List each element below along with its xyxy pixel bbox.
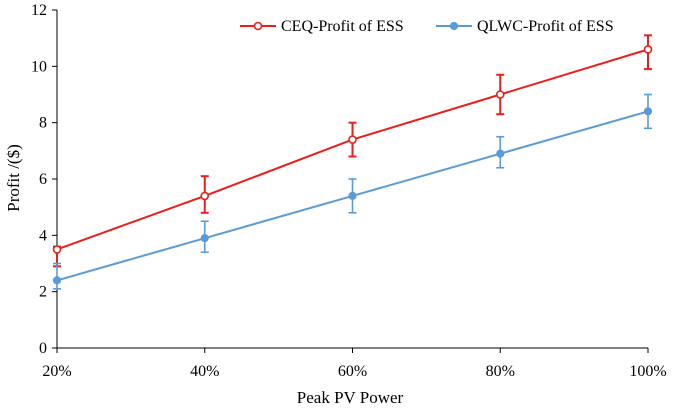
x-tick-label: 80% [486,363,515,380]
legend-label-ceq: CEQ-Profit of ESS [281,18,404,35]
legend-marker-qlwc [449,21,459,31]
data-point [52,245,62,254]
x-ticks: 20% 40% 60% 80% 100% [42,348,667,380]
data-point [495,90,505,99]
y-tick-label: 4 [39,227,47,244]
legend: CEQ-Profit of ESS QLWC-Profit of ESS [240,18,614,35]
data-point [348,191,357,200]
y-tick-label: 10 [31,58,47,75]
y-tick-label: 12 [31,2,47,19]
data-point [643,107,653,116]
y-axis-title: Profit /($) [4,144,23,212]
series-layer [52,34,653,290]
series-0 [52,34,653,268]
y-ticks: 0 2 4 6 8 10 12 [31,2,57,357]
y-tick-label: 6 [39,171,47,188]
series-1 [52,93,653,290]
y-tick-label: 0 [39,340,47,357]
data-point [643,45,653,54]
data-point [52,276,62,285]
legend-marker-ceq [253,21,263,31]
data-point [496,149,505,158]
x-tick-label: 40% [190,363,219,380]
legend-label-qlwc: QLWC-Profit of ESS [477,18,614,35]
x-tick-label: 60% [338,363,367,380]
x-tick-label: 100% [629,363,666,380]
x-tick-label: 20% [42,363,71,380]
x-axis-title: Peak PV Power [297,388,404,407]
data-point [200,234,209,243]
data-point [200,191,210,201]
y-tick-label: 2 [39,284,47,301]
y-tick-label: 8 [39,115,47,132]
data-point [348,135,357,144]
